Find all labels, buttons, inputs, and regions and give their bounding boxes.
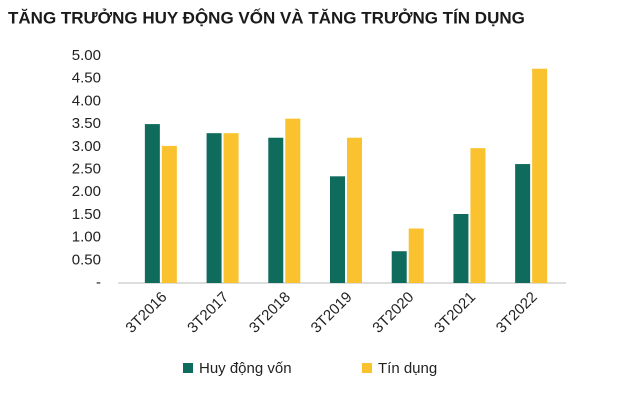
y-tick-label: 0.50 [72,251,101,268]
bar [144,124,160,283]
x-tick-label: 3T2018 [246,289,294,337]
bar [330,176,345,283]
bar [470,148,486,283]
bar [515,164,531,283]
legend-swatch [362,363,372,373]
y-tick-label: 2.50 [72,160,101,177]
legend-label: Huy động vốn [199,360,292,377]
y-tick-label: 2.00 [72,183,101,200]
x-tick-label: 3T2021 [431,289,479,337]
y-tick-label: 5.00 [72,47,101,64]
chart-title: TĂNG TRƯỞNG HUY ĐỘNG VỐN VÀ TĂNG TRƯỞNG … [8,7,525,27]
bar [206,133,222,283]
x-tick-label: 3T2019 [308,289,356,337]
legend-swatch [183,363,193,373]
bar [532,68,548,283]
y-tick-label: 1.00 [72,229,101,246]
x-tick-label: 3T2022 [493,289,541,337]
bar [285,118,301,283]
y-tick-label: 3.00 [72,138,101,155]
x-tick-label: 3T2017 [184,289,232,337]
bar [268,137,284,283]
bar [391,251,407,283]
x-tick-label: 3T2020 [369,289,417,337]
y-tick-label: - [96,274,101,291]
y-tick-label: 4.00 [72,92,101,109]
bar [408,228,424,283]
bar [223,133,239,283]
bar [453,213,469,283]
y-tick-label: 4.50 [72,70,101,87]
bar [347,137,362,283]
y-tick-label: 1.50 [72,206,101,223]
y-tick-label: 3.50 [72,115,101,132]
legend-label: Tín dụng [378,360,437,377]
x-tick-label: 3T2016 [122,289,170,337]
bar [161,145,177,283]
